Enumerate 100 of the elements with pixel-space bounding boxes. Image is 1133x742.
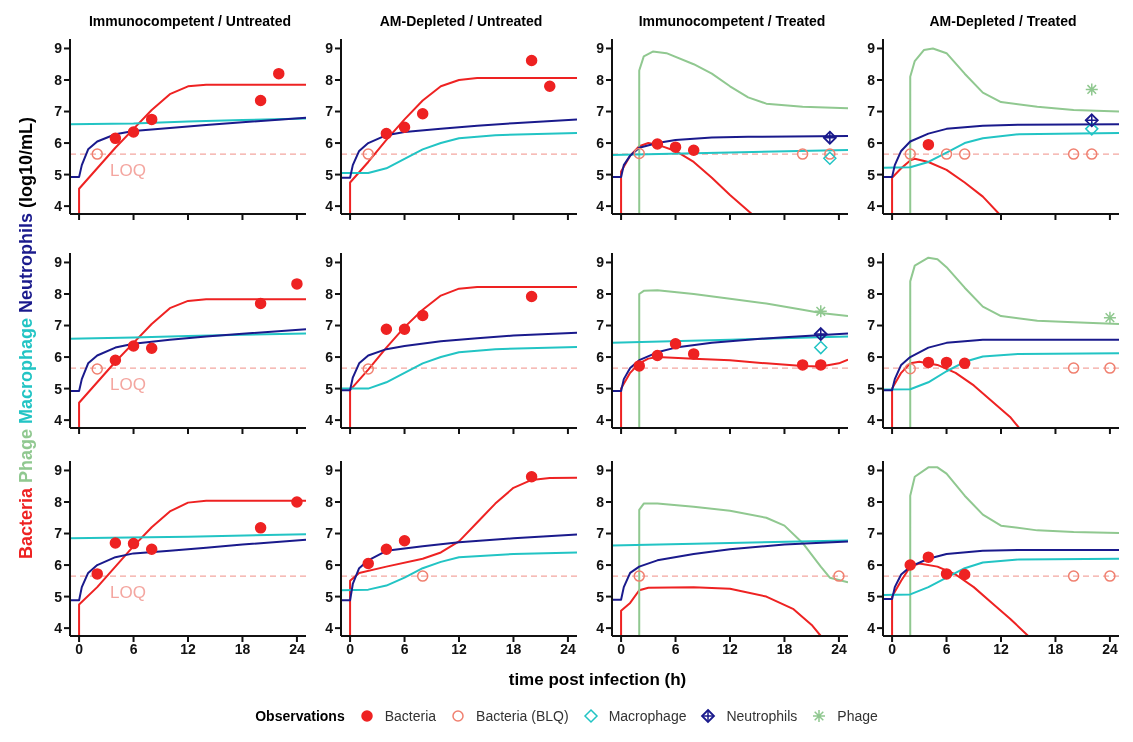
- y-tick-label: 8: [867, 285, 876, 302]
- y-tick-label: 6: [596, 557, 605, 574]
- y-tick-label: 5: [325, 380, 334, 397]
- ref-line-label: LOQ: [110, 161, 146, 181]
- y-tick-label: 7: [325, 317, 334, 334]
- chart-title: Immunocompetent / Untreated: [87, 12, 293, 31]
- chart-title: AM-Depleted / Untreated: [378, 12, 544, 31]
- legend-label: Phage: [837, 708, 878, 724]
- y-tick-label: 5: [54, 380, 63, 397]
- y-tick-label: 4: [596, 412, 605, 429]
- y-tick-label: 8: [54, 71, 63, 88]
- y-tick-label: 6: [596, 135, 605, 152]
- text: time post infection (h): [507, 670, 688, 690]
- y-tick-label: 8: [54, 285, 63, 302]
- x-tick-label: 18: [776, 640, 793, 657]
- x-tick-label: 18: [234, 640, 251, 657]
- y-tick-label: 7: [867, 525, 876, 542]
- y-tick-label: 5: [596, 166, 605, 183]
- x-tick-label: 0: [617, 640, 626, 657]
- y-tick-label: 7: [325, 103, 334, 120]
- y-tick-label: 8: [867, 71, 876, 88]
- y-tick-label: 4: [54, 412, 63, 429]
- y-tick-label: 9: [867, 40, 876, 57]
- y-tick-label: 9: [867, 254, 876, 271]
- y-tick-label: 5: [325, 166, 334, 183]
- ref-line-label: LOQ: [110, 375, 146, 395]
- y-tick-label: 9: [596, 40, 605, 57]
- y-tick-label: 4: [325, 198, 334, 215]
- y-tick-label: 9: [325, 254, 334, 271]
- y-tick-label: 5: [54, 588, 63, 605]
- y-tick-label: 5: [325, 588, 334, 605]
- y-tick-label: 7: [596, 103, 605, 120]
- y-tick-label: 9: [325, 462, 334, 479]
- x-tick-label: 18: [505, 640, 522, 657]
- legend-label: Bacteria (BLQ): [476, 708, 569, 724]
- y-tick-label: 7: [54, 103, 63, 120]
- y-tick-label: 8: [325, 71, 334, 88]
- y-tick-label: 8: [325, 285, 334, 302]
- x-tick-label: 18: [1047, 640, 1064, 657]
- y-tick-label: 6: [867, 349, 876, 366]
- chart-title: Immunocompetent / Treated: [637, 12, 827, 31]
- y-tick-label: 4: [867, 620, 876, 637]
- y-tick-label: 6: [867, 135, 876, 152]
- y-tick-label: 8: [325, 493, 334, 510]
- y-tick-label: 5: [867, 380, 876, 397]
- y-tick-label: 6: [325, 135, 334, 152]
- y-tick-label: 6: [54, 557, 63, 574]
- x-tick-label: 0: [346, 640, 355, 657]
- y-tick-label: 5: [867, 166, 876, 183]
- x-tick-label: 0: [888, 640, 897, 657]
- x-tick-label: 6: [942, 640, 951, 657]
- y-tick-label: 6: [325, 349, 334, 366]
- y-tick-label: 8: [596, 285, 605, 302]
- y-tick-label: 7: [54, 525, 63, 542]
- text: Bacteria Phage Macrophage Neutrophils (log10/mL): [15, 116, 36, 560]
- y-tick-label: 7: [596, 317, 605, 334]
- y-tick-label: 7: [867, 103, 876, 120]
- y-tick-label: 7: [325, 525, 334, 542]
- y-tick-label: 9: [54, 462, 63, 479]
- y-tick-label: 8: [54, 493, 63, 510]
- y-tick-label: 9: [867, 462, 876, 479]
- x-tick-label: 24: [560, 640, 576, 657]
- y-tick-label: 9: [54, 40, 63, 57]
- y-tick-label: 6: [54, 349, 63, 366]
- y-tick-label: 9: [325, 40, 334, 57]
- x-tick-label: 24: [831, 640, 847, 657]
- y-tick-label: 7: [867, 317, 876, 334]
- x-tick-label: 6: [671, 640, 680, 657]
- y-tick-label: 4: [325, 620, 334, 637]
- y-tick-label: 4: [867, 198, 876, 215]
- x-tick-label: 0: [75, 640, 84, 657]
- legend-label: Macrophage: [608, 708, 687, 724]
- y-tick-label: 5: [596, 588, 605, 605]
- x-tick-label: 6: [129, 640, 138, 657]
- y-tick-label: 9: [54, 254, 63, 271]
- x-tick-label: 12: [451, 640, 467, 657]
- y-tick-label: 6: [867, 557, 876, 574]
- x-tick-label: 12: [993, 640, 1009, 657]
- ref-line-label: LOQ: [110, 583, 146, 603]
- y-tick-label: 7: [596, 525, 605, 542]
- legend-label: Bacteria: [384, 708, 437, 724]
- y-tick-label: 5: [596, 380, 605, 397]
- y-tick-label: 4: [596, 198, 605, 215]
- y-tick-label: 8: [596, 71, 605, 88]
- y-tick-label: 4: [596, 620, 605, 637]
- x-tick-label: 12: [722, 640, 738, 657]
- y-tick-label: 5: [867, 588, 876, 605]
- y-tick-label: 6: [54, 135, 63, 152]
- y-tick-label: 6: [596, 349, 605, 366]
- y-tick-label: 4: [867, 412, 876, 429]
- x-tick-label: 6: [400, 640, 409, 657]
- y-tick-label: 8: [596, 493, 605, 510]
- x-tick-label: 24: [289, 640, 305, 657]
- y-tick-label: 5: [54, 166, 63, 183]
- y-tick-label: 9: [596, 254, 605, 271]
- y-tick-label: 8: [867, 493, 876, 510]
- y-tick-label: 7: [54, 317, 63, 334]
- x-tick-label: 24: [1102, 640, 1118, 657]
- y-tick-label: 6: [325, 557, 334, 574]
- chart-title: AM-Depleted / Treated: [928, 12, 1078, 31]
